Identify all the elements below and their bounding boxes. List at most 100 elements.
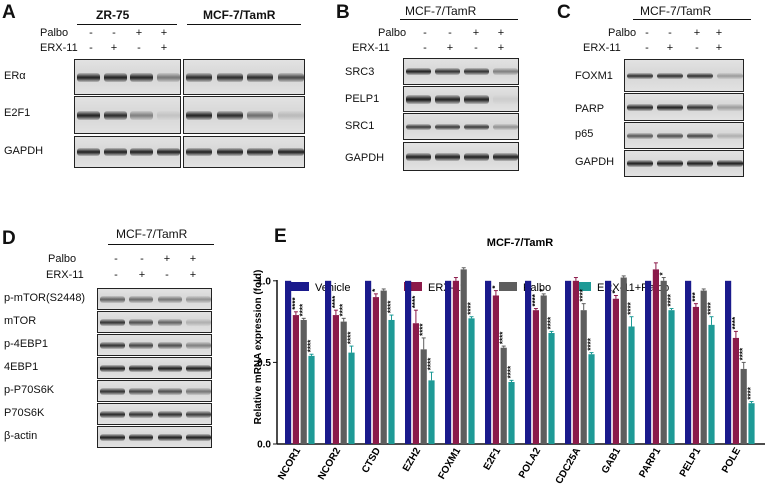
bar [540,295,547,444]
blot-parp [624,93,744,121]
title-c: MCF-7/TamR [640,4,712,18]
palbo-sign: + [189,253,197,265]
row-label-d: p-mTOR(S2448) [4,292,86,304]
blot-band [157,364,183,372]
blot-band [76,72,100,82]
erx-sign: + [189,269,197,281]
bar [372,297,379,444]
blot-band [627,103,653,111]
blot-e2f1-zr75 [74,96,181,134]
bar [420,349,427,444]
erx-sign: - [137,42,141,54]
y-tick-label: 1.0 [257,276,271,287]
bar [332,315,339,444]
blot-band [435,94,460,104]
treatment-label-palbo-c: Palbo [608,27,637,39]
blot-band [247,110,274,120]
erx-sign: - [695,42,699,54]
significance-label: **** [467,301,476,314]
blot-band [627,132,653,139]
blot-band [247,148,274,156]
blot-band [186,410,211,418]
blot-era-tamr [183,59,305,95]
significance-label: **** [419,323,428,336]
significance-label: **** [731,316,740,329]
bar [340,321,347,444]
blot-band [493,152,518,161]
blot-band [76,110,100,120]
mrna-expression-bar-chart: MCF-7/TamR Relative mRNA expression (fold… [253,237,765,486]
bar [525,280,532,444]
blot-band [128,318,154,326]
blot-e2f1-tamr [183,96,305,134]
blot-gapdh-zr75 [74,136,181,168]
bar [405,280,412,444]
blot-band [435,68,460,75]
blot-band [493,94,518,104]
bar [685,280,692,444]
blot-band [186,318,211,326]
treatment-label-palbo-b: Palbo [378,27,407,39]
palbo-sign: - [140,253,144,265]
palbo-sign: + [497,27,505,39]
row-label-gapdh-a: GAPDH [4,145,44,157]
row-label-d: p-4EBP1 [4,338,49,350]
significance-label: * [539,288,548,292]
blot-band [657,103,683,111]
row-label-gapdh-c: GAPDH [575,156,615,168]
bar [732,337,739,444]
blot-band [216,148,243,156]
blot-band [157,148,180,156]
blot-band [128,433,154,441]
row-label-d: β-actin [4,430,38,442]
legend-swatch [573,282,591,291]
blot-band [186,295,211,303]
blot-band [128,295,154,303]
blot-foxm1 [624,59,744,92]
blot-band [657,132,683,139]
significance-label: **** [579,288,588,301]
palbo-sign: + [160,27,168,39]
blot-band [157,341,183,349]
bar [365,280,372,444]
bar [605,280,612,444]
row-label-parp: PARP [575,103,605,115]
blot-band [186,341,211,349]
bar [692,306,699,444]
blot-band [100,341,125,349]
significance-label: **** [331,295,340,308]
x-tick-label: POLE [720,446,743,475]
blot-band [687,132,713,139]
legend-label: Vehicle [315,282,350,294]
blot-gapdh-b [403,142,519,171]
blot-band [247,72,274,82]
legend-swatch [404,282,422,291]
row-label-d: p-P70S6K [4,384,55,396]
erx-sign: - [89,42,93,54]
blot-band [687,72,713,79]
blot-band [186,387,211,395]
row-label-gapdh-b: GAPDH [345,152,385,164]
blot-era-zr75 [74,59,181,95]
bar [708,324,715,444]
significance-label: **** [547,316,556,329]
panel-letter-e: E [274,226,287,247]
row-label-d: 4EBP1 [4,361,39,373]
blot-band [76,148,100,156]
blot-band [157,410,183,418]
blot-band [186,110,213,120]
x-tick-label: PARP1 [637,446,663,480]
palbo-sign: - [448,27,452,39]
blot-band [128,387,154,395]
erx-sign: + [110,42,118,54]
significance-label: **** [291,296,300,309]
bar [292,315,299,444]
bar [445,280,452,444]
bar [308,355,315,444]
panel-letter-b: B [336,2,350,23]
blot-band [435,152,460,161]
significance-label: **** [427,357,436,370]
bar [572,280,579,444]
bar [612,298,619,444]
blot-band [464,152,489,161]
